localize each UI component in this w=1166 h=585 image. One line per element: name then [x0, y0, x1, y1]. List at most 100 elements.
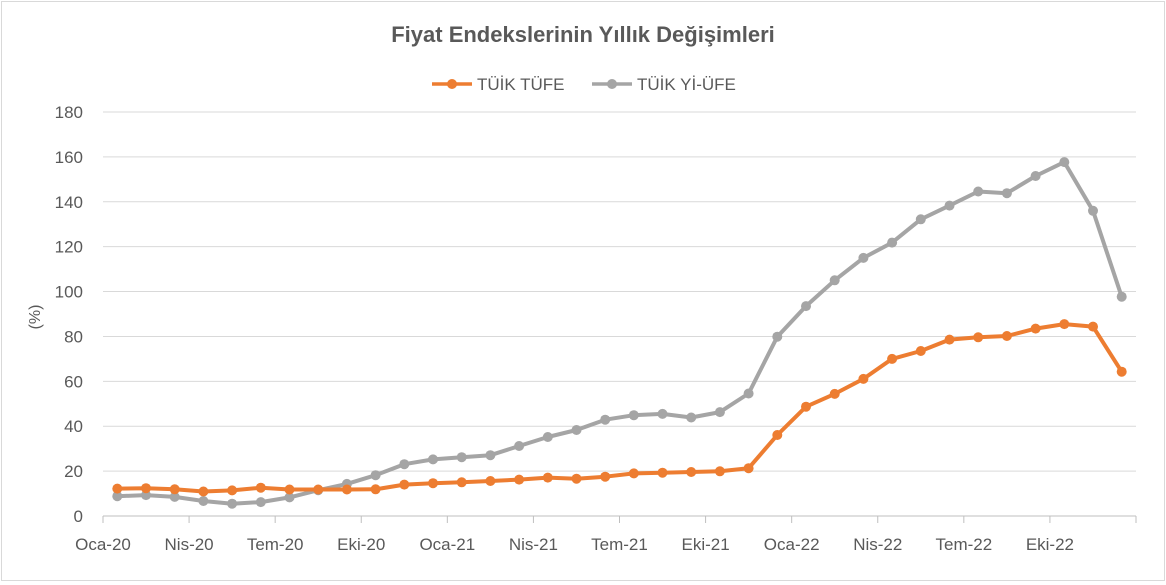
data-point	[714, 466, 725, 477]
data-point	[944, 200, 955, 211]
axes: 0 20 40 60 80 100 120 140 160 180 Oca-20 Nis-20 Tem-…	[55, 103, 1137, 554]
x-tick-label: Tem-22	[935, 535, 992, 554]
data-point	[657, 467, 668, 478]
data-point	[944, 334, 955, 345]
data-point	[341, 484, 352, 495]
data-point	[169, 491, 180, 502]
data-point	[915, 214, 926, 225]
x-tick-label: Oca-22	[764, 535, 820, 554]
y-tick-label: 180	[55, 103, 83, 122]
data-point	[628, 410, 639, 421]
x-tick-label: Nis-20	[165, 535, 214, 554]
data-point	[1088, 205, 1098, 216]
data-point	[686, 467, 697, 477]
data-point	[542, 432, 553, 442]
data-point	[772, 331, 783, 342]
x-tick-label: Nis-22	[853, 535, 902, 554]
series-yiufe	[112, 157, 1127, 509]
gridlines	[103, 111, 1136, 472]
data-point	[887, 237, 898, 248]
series-line	[115, 322, 1124, 494]
x-tick-label: Oca-21	[419, 535, 475, 554]
data-point	[227, 498, 238, 509]
data-point	[112, 491, 123, 502]
data-point	[1030, 171, 1041, 181]
data-point	[743, 388, 754, 399]
data-point	[514, 441, 525, 451]
data-point	[485, 450, 496, 461]
chart-title: Fiyat Endekslerinin Yıllık Değişimleri	[391, 22, 775, 47]
y-tick-label: 160	[55, 148, 83, 167]
x-tick-label: Eki-21	[681, 535, 729, 554]
y-tick-label: 20	[64, 462, 83, 481]
data-point	[600, 414, 611, 425]
series-lines	[112, 157, 1127, 509]
data-point	[542, 472, 553, 483]
data-point	[255, 497, 266, 508]
data-point	[801, 301, 811, 312]
data-point	[657, 408, 668, 419]
chart-legend: TÜİK TÜFE TÜİK Yİ-ÜFE	[432, 75, 736, 94]
x-tick-label: Tem-21	[591, 535, 648, 554]
data-point	[370, 484, 381, 495]
data-point	[915, 346, 926, 356]
y-tick-label: 120	[55, 238, 83, 257]
legend-marker-dot-yiufe	[607, 79, 617, 89]
data-point	[858, 252, 869, 263]
data-point	[284, 492, 295, 503]
data-point	[428, 454, 438, 465]
data-point	[1116, 366, 1127, 377]
series-line	[115, 160, 1124, 506]
data-point	[141, 490, 151, 501]
data-point	[227, 485, 238, 496]
data-point	[1116, 291, 1127, 302]
data-point	[600, 471, 611, 482]
data-point	[456, 452, 467, 463]
data-point	[399, 459, 410, 470]
y-tick-label: 0	[74, 507, 83, 526]
x-tick-label: Oca-20	[75, 535, 131, 554]
data-point	[1001, 188, 1012, 199]
data-point	[686, 412, 697, 423]
x-tick-label: Tem-20	[247, 535, 304, 554]
y-tick-label: 40	[64, 417, 83, 436]
legend-label-yiufe: TÜİK Yİ-ÜFE	[637, 75, 736, 94]
data-point	[887, 353, 898, 364]
data-point	[141, 483, 151, 494]
data-point	[313, 484, 324, 495]
data-point	[829, 388, 840, 399]
data-point	[198, 496, 209, 506]
data-point	[284, 484, 295, 495]
data-point	[628, 468, 639, 479]
legend-marker-dot-tufe	[447, 79, 457, 89]
data-point	[198, 486, 209, 497]
data-point	[973, 186, 984, 197]
data-point	[428, 478, 438, 489]
data-point	[112, 483, 123, 494]
y-tick-label: 140	[55, 193, 83, 212]
data-point	[169, 484, 180, 495]
data-point	[1001, 331, 1012, 341]
data-point	[255, 482, 266, 493]
y-tick-label: 100	[55, 283, 83, 302]
y-axis-label: (%)	[27, 305, 44, 330]
data-point	[1059, 157, 1070, 168]
series-tufe	[112, 319, 1127, 497]
data-point	[772, 430, 783, 440]
data-point	[1059, 319, 1070, 330]
data-point	[571, 473, 582, 484]
data-point	[1088, 321, 1098, 332]
data-point	[858, 373, 869, 384]
x-tick-label: Eki-20	[337, 535, 385, 554]
data-point	[456, 477, 467, 488]
x-tick-label: Nis-21	[509, 535, 558, 554]
x-tick-label: Eki-22	[1026, 535, 1074, 554]
data-point	[973, 332, 984, 343]
data-point	[801, 401, 811, 412]
data-point	[370, 470, 381, 481]
data-point	[485, 476, 496, 486]
data-point	[399, 479, 410, 490]
data-point	[714, 407, 725, 418]
data-point	[1030, 323, 1041, 334]
